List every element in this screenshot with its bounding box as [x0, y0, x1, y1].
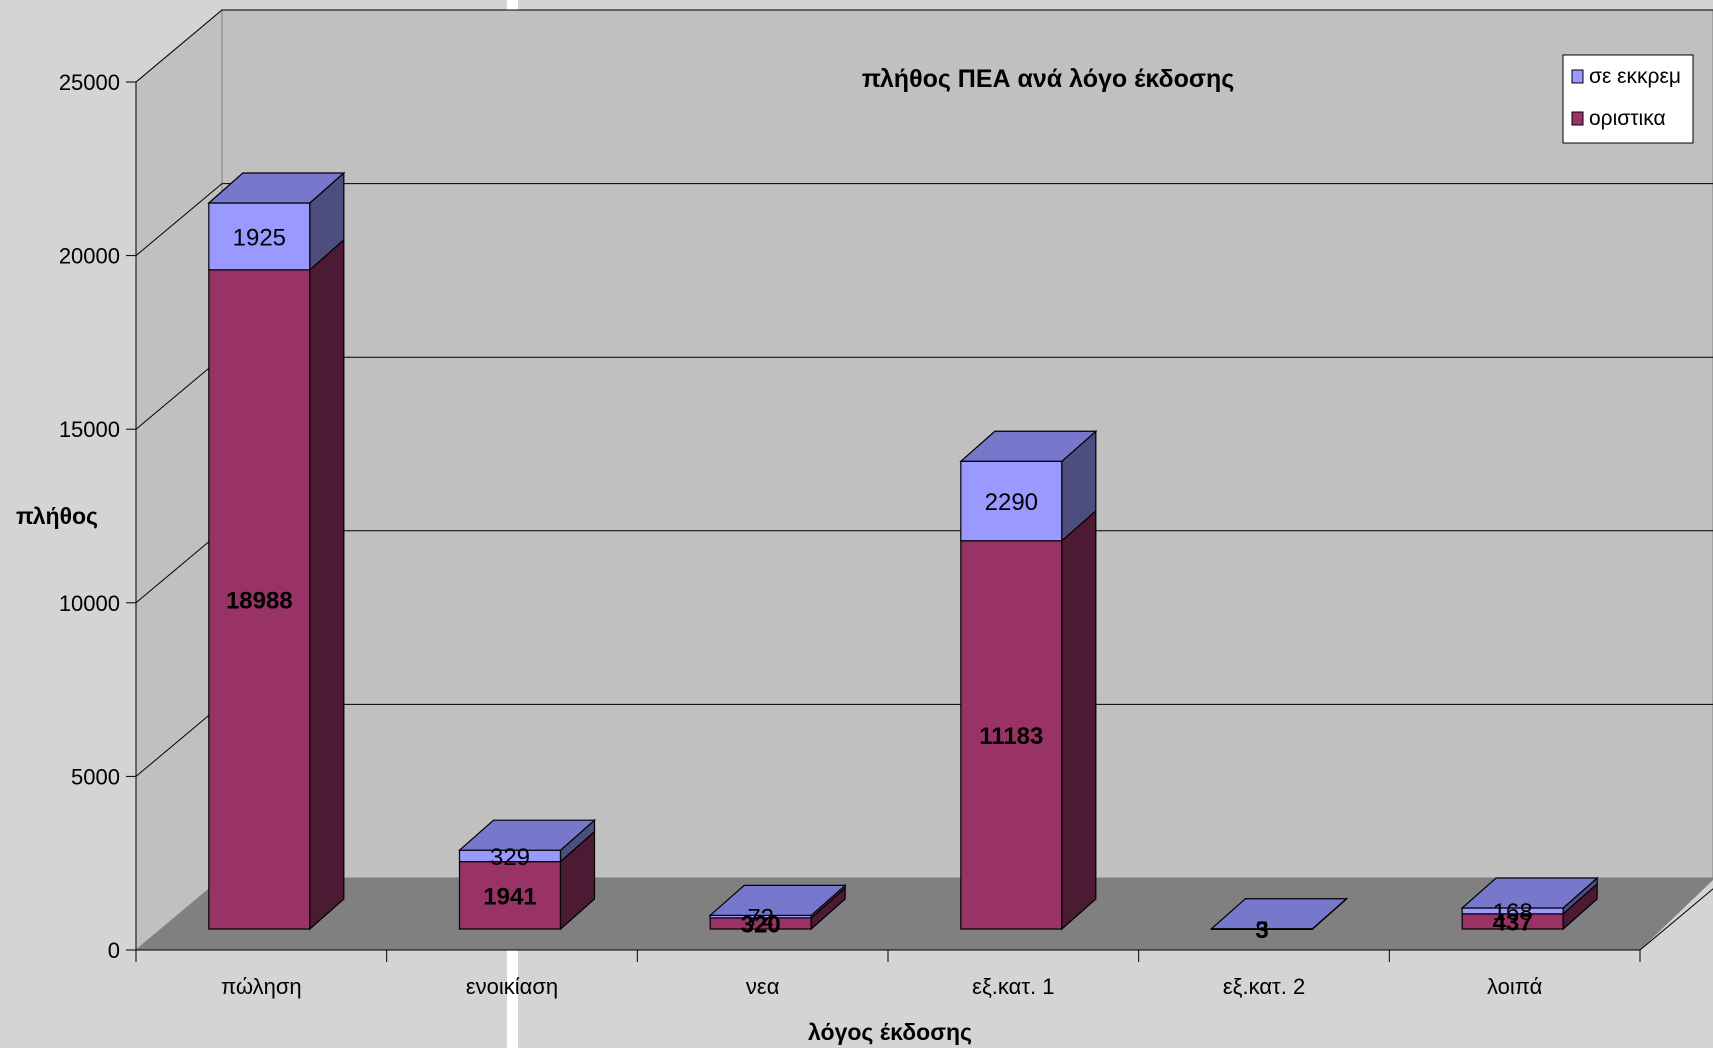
y-tick-label: 15000	[59, 417, 120, 442]
x-tick-label: εξ.κατ. 1	[972, 974, 1054, 999]
bar-top	[457, 819, 597, 851]
data-label: 1925	[233, 224, 286, 251]
bar-top	[959, 430, 1098, 462]
bar-top	[1460, 877, 1599, 909]
chart-title: πλήθος ΠΕΑ ανά λόγο έκδοσης	[862, 65, 1235, 93]
floor-edge	[1639, 888, 1713, 951]
bar-segment-side	[309, 238, 345, 931]
gridline	[135, 183, 1713, 256]
y-axis-title: πλήθος	[16, 503, 98, 529]
data-label: 437	[1493, 909, 1533, 936]
legend: σε εκκρεμ οριστικα	[1562, 54, 1694, 144]
bar-segment-side	[1061, 509, 1097, 931]
bar-top	[1209, 898, 1349, 930]
gridline	[135, 9, 1713, 83]
y-tick-label: 20000	[59, 244, 120, 269]
legend-entry: σε εκκρεμ	[1589, 65, 1681, 88]
legend-swatch	[1571, 69, 1584, 84]
data-label: 72	[747, 905, 774, 932]
x-tick-label: εξ.κατ. 2	[1223, 974, 1305, 999]
data-label: 2290	[985, 489, 1038, 516]
bar-segment-front	[208, 269, 311, 930]
x-tick-label: λοιπά	[1487, 974, 1543, 999]
data-label: 11183	[979, 723, 1043, 750]
y-tick-label: 25000	[59, 70, 120, 95]
legend-entry: οριστικα	[1589, 107, 1666, 130]
x-tick-label: νεα	[746, 974, 780, 999]
data-label: 5	[1255, 917, 1268, 944]
bar-top	[207, 172, 346, 204]
bar-segment-front	[208, 202, 311, 271]
bar-top	[708, 884, 847, 916]
x-tick-label: πώληση	[221, 974, 302, 999]
data-label: 320	[741, 911, 781, 938]
x-tick-label: ενοικίαση	[466, 974, 558, 999]
data-label: 168	[1493, 899, 1533, 926]
legend-swatch	[1571, 111, 1584, 126]
data-label: 3	[1255, 917, 1268, 944]
legend-box	[1562, 54, 1694, 144]
y-tick-label: 10000	[59, 591, 120, 616]
y-tick-label: 0	[108, 938, 120, 963]
y-tick-label: 5000	[71, 764, 120, 789]
data-label: 18988	[226, 587, 293, 614]
floor-cut	[1640, 880, 1713, 950]
data-label: 1941	[483, 883, 536, 910]
data-label: 329	[490, 844, 530, 871]
x-axis-title: λόγος έκδοσης	[808, 1019, 972, 1045]
